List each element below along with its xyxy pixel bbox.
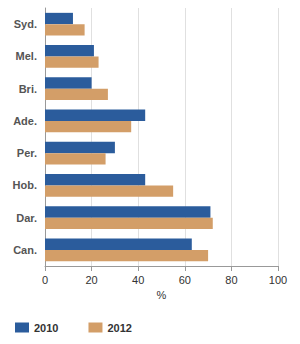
svg-text:Syd.: Syd. [14, 18, 37, 30]
svg-text:2010: 2010 [34, 322, 58, 334]
svg-text:%: % [157, 289, 167, 301]
svg-text:0: 0 [42, 274, 48, 286]
svg-text:80: 80 [225, 274, 237, 286]
svg-text:Bri.: Bri. [19, 83, 37, 95]
svg-text:Hob.: Hob. [13, 179, 37, 191]
svg-text:Per.: Per. [17, 147, 37, 159]
svg-text:100: 100 [269, 274, 287, 286]
svg-text:20: 20 [85, 274, 97, 286]
svg-text:Can.: Can. [13, 244, 37, 256]
svg-text:40: 40 [132, 274, 144, 286]
svg-text:Mel.: Mel. [16, 50, 37, 62]
svg-text:60: 60 [179, 274, 191, 286]
svg-text:Dar.: Dar. [16, 212, 37, 224]
svg-text:2012: 2012 [107, 322, 131, 334]
svg-text:Ade.: Ade. [13, 115, 37, 127]
